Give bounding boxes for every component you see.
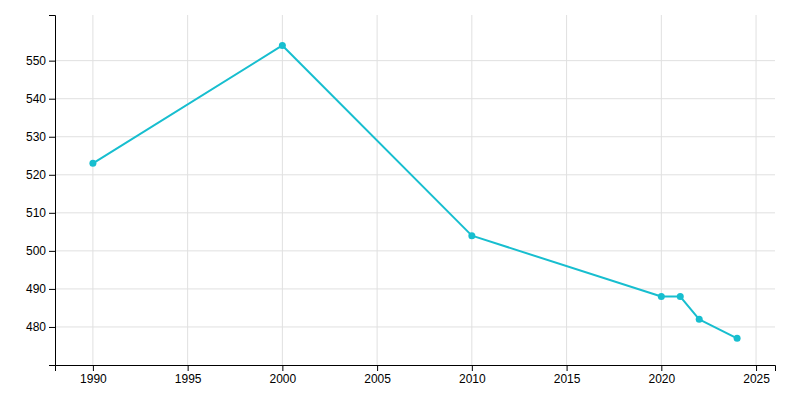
y-axis: 480 490 500 510 520 530 540 550 [26, 16, 56, 366]
grid-line-x [661, 15, 662, 365]
x-tick: 2010 [459, 365, 486, 386]
x-axis: 1990 1995 2000 2005 2010 2015 2020 2025 [56, 365, 776, 386]
x-tick-mark [756, 365, 757, 371]
marks [89, 42, 740, 342]
grid-line-y [55, 136, 775, 137]
point [734, 335, 741, 342]
x-tick-label: 2010 [459, 372, 486, 386]
point [677, 293, 684, 300]
x-axis-line [56, 366, 776, 372]
grid-line-x [471, 15, 472, 365]
grid-line-y [55, 60, 775, 61]
y-tick: 550 [26, 54, 55, 68]
x-tick: 2005 [364, 365, 391, 386]
x-tick-label: 1995 [175, 372, 202, 386]
x-tick-mark [188, 365, 189, 371]
y-tick-label: 510 [26, 206, 46, 220]
y-tick-label: 490 [26, 282, 46, 296]
y-tick: 480 [26, 320, 55, 334]
x-tick: 2020 [648, 365, 675, 386]
chart: 1990 1995 2000 2005 2010 2015 2020 2025 480 490 50… [0, 0, 800, 400]
grid-line-y [55, 326, 775, 327]
x-tick-mark [377, 365, 378, 371]
grid-line-x [187, 15, 188, 365]
y-tick: 530 [26, 130, 55, 144]
x-tick-mark [661, 365, 662, 371]
point [658, 293, 665, 300]
point [696, 316, 703, 323]
y-tick-mark [49, 327, 55, 328]
grid-line-x [377, 15, 378, 365]
grid-line-y [55, 212, 775, 213]
grid-line-y [55, 174, 775, 175]
y-tick: 500 [26, 244, 55, 258]
x-tick: 1995 [175, 365, 202, 386]
y-tick-label: 480 [26, 320, 46, 334]
y-tick-label: 500 [26, 244, 46, 258]
grid-line-x [282, 15, 283, 365]
x-tick-mark [282, 365, 283, 371]
grid-line-x [756, 15, 757, 365]
y-tick-mark [49, 61, 55, 62]
x-tick-label: 2005 [364, 372, 391, 386]
y-tick: 520 [26, 168, 55, 182]
y-tick: 510 [26, 206, 55, 220]
point [468, 232, 475, 239]
y-tick-mark [49, 175, 55, 176]
y-tick-label: 530 [26, 130, 46, 144]
y-tick: 490 [26, 282, 55, 296]
x-tick-label: 2015 [554, 372, 581, 386]
grid-line-y [55, 288, 775, 289]
y-tick-label: 540 [26, 92, 46, 106]
y-tick-mark [49, 99, 55, 100]
x-tick: 2025 [743, 365, 770, 386]
y-tick-label: 520 [26, 168, 46, 182]
x-tick: 1990 [80, 365, 107, 386]
line [93, 45, 737, 338]
grid-line-x [566, 15, 567, 365]
y-axis-line [49, 16, 56, 366]
x-tick-label: 2000 [270, 372, 297, 386]
point [279, 42, 286, 49]
x-tick-label: 1990 [80, 372, 107, 386]
grid-line-y [55, 98, 775, 99]
y-tick-mark [49, 289, 55, 290]
point [89, 160, 96, 167]
x-tick: 2000 [270, 365, 297, 386]
y-tick-mark [49, 137, 55, 138]
y-tick-mark [49, 213, 55, 214]
plot-area: 1990 1995 2000 2005 2010 2015 2020 2025 480 490 50… [26, 15, 776, 386]
x-tick-mark [93, 365, 94, 371]
grid-line-y [55, 250, 775, 251]
x-tick-mark [472, 365, 473, 371]
x-tick-label: 2020 [648, 372, 675, 386]
grid-line-x [92, 15, 93, 365]
y-tick-label: 550 [26, 54, 46, 68]
x-tick-label: 2025 [743, 372, 770, 386]
grid [55, 15, 775, 365]
y-tick-mark [49, 251, 55, 252]
y-tick: 540 [26, 92, 55, 106]
x-tick: 2015 [554, 365, 581, 386]
x-tick-mark [567, 365, 568, 371]
